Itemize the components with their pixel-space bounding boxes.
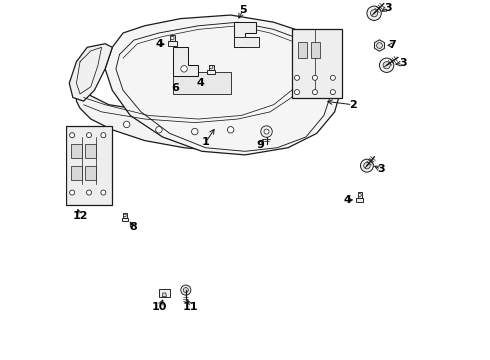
Bar [71, 166, 82, 180]
Text: 4: 4 [343, 195, 351, 205]
Bar [66, 126, 112, 205]
Circle shape [227, 127, 234, 133]
Bar [173, 72, 231, 94]
Bar [159, 289, 170, 297]
Circle shape [313, 75, 318, 80]
Circle shape [192, 129, 198, 135]
Text: 2: 2 [349, 100, 356, 110]
Circle shape [294, 75, 299, 80]
Polygon shape [209, 64, 214, 70]
Text: 3: 3 [377, 164, 385, 174]
Polygon shape [374, 40, 385, 51]
Circle shape [358, 193, 361, 197]
Text: 12: 12 [73, 211, 88, 221]
Polygon shape [105, 15, 342, 155]
Bar [71, 144, 82, 158]
Text: 10: 10 [152, 302, 168, 312]
Circle shape [156, 127, 162, 133]
Polygon shape [69, 44, 112, 101]
Circle shape [70, 133, 74, 138]
Bar [207, 70, 215, 74]
Text: 11: 11 [183, 302, 198, 312]
Circle shape [383, 62, 390, 69]
Text: 9: 9 [256, 140, 264, 150]
Text: 4: 4 [196, 78, 204, 88]
Circle shape [87, 190, 92, 195]
Circle shape [330, 90, 335, 95]
Polygon shape [76, 62, 313, 151]
Text: 6: 6 [171, 83, 179, 93]
Circle shape [87, 133, 92, 138]
Circle shape [294, 90, 299, 95]
Polygon shape [123, 213, 127, 218]
Bar [311, 42, 320, 58]
Bar [85, 166, 96, 180]
Text: 5: 5 [240, 5, 247, 15]
Circle shape [370, 10, 378, 17]
Circle shape [264, 129, 269, 134]
Circle shape [379, 58, 394, 72]
Polygon shape [234, 37, 259, 47]
Text: 8: 8 [129, 222, 137, 232]
Circle shape [261, 126, 272, 137]
Bar [122, 218, 128, 221]
Bar [356, 198, 364, 202]
Circle shape [330, 75, 335, 80]
Circle shape [313, 90, 318, 95]
Text: 7: 7 [388, 40, 396, 50]
Circle shape [101, 190, 106, 195]
Polygon shape [234, 22, 256, 47]
Text: 3: 3 [385, 3, 392, 13]
Circle shape [171, 36, 174, 40]
Bar [298, 42, 307, 58]
Circle shape [361, 159, 373, 172]
Circle shape [181, 66, 187, 72]
Circle shape [123, 121, 130, 128]
Circle shape [123, 214, 126, 217]
Text: 4: 4 [156, 39, 164, 49]
Text: 3: 3 [399, 58, 407, 68]
Bar [168, 41, 177, 45]
Polygon shape [170, 35, 175, 41]
Circle shape [367, 6, 381, 21]
Polygon shape [173, 47, 198, 76]
Circle shape [181, 285, 191, 295]
Polygon shape [162, 293, 167, 297]
Circle shape [101, 133, 106, 138]
Bar [292, 30, 342, 98]
Circle shape [210, 66, 213, 69]
Polygon shape [358, 193, 362, 198]
Circle shape [70, 190, 74, 195]
Circle shape [364, 162, 370, 169]
Circle shape [183, 288, 188, 293]
Text: 1: 1 [202, 138, 209, 147]
Bar [85, 144, 96, 158]
Circle shape [377, 42, 382, 48]
